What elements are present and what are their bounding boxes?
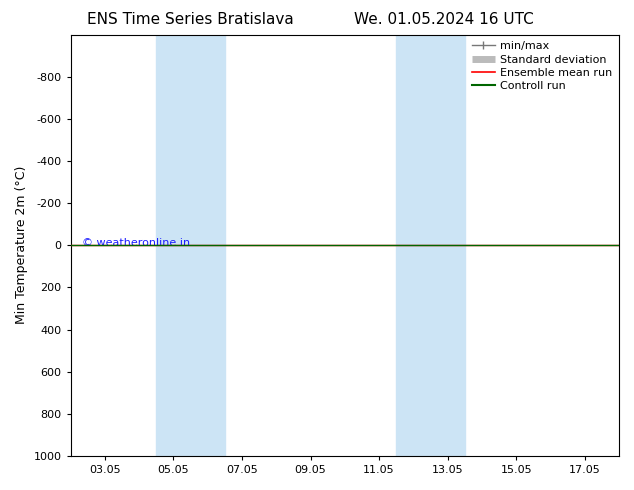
Text: We. 01.05.2024 16 UTC: We. 01.05.2024 16 UTC: [354, 12, 534, 27]
Legend: min/max, Standard deviation, Ensemble mean run, Controll run: min/max, Standard deviation, Ensemble me…: [468, 37, 617, 96]
Y-axis label: Min Temperature 2m (°C): Min Temperature 2m (°C): [15, 166, 28, 324]
Text: © weatheronline.in: © weatheronline.in: [82, 238, 190, 248]
Bar: [396, 35, 465, 456]
Bar: [156, 35, 225, 456]
Text: ENS Time Series Bratislava: ENS Time Series Bratislava: [87, 12, 294, 27]
